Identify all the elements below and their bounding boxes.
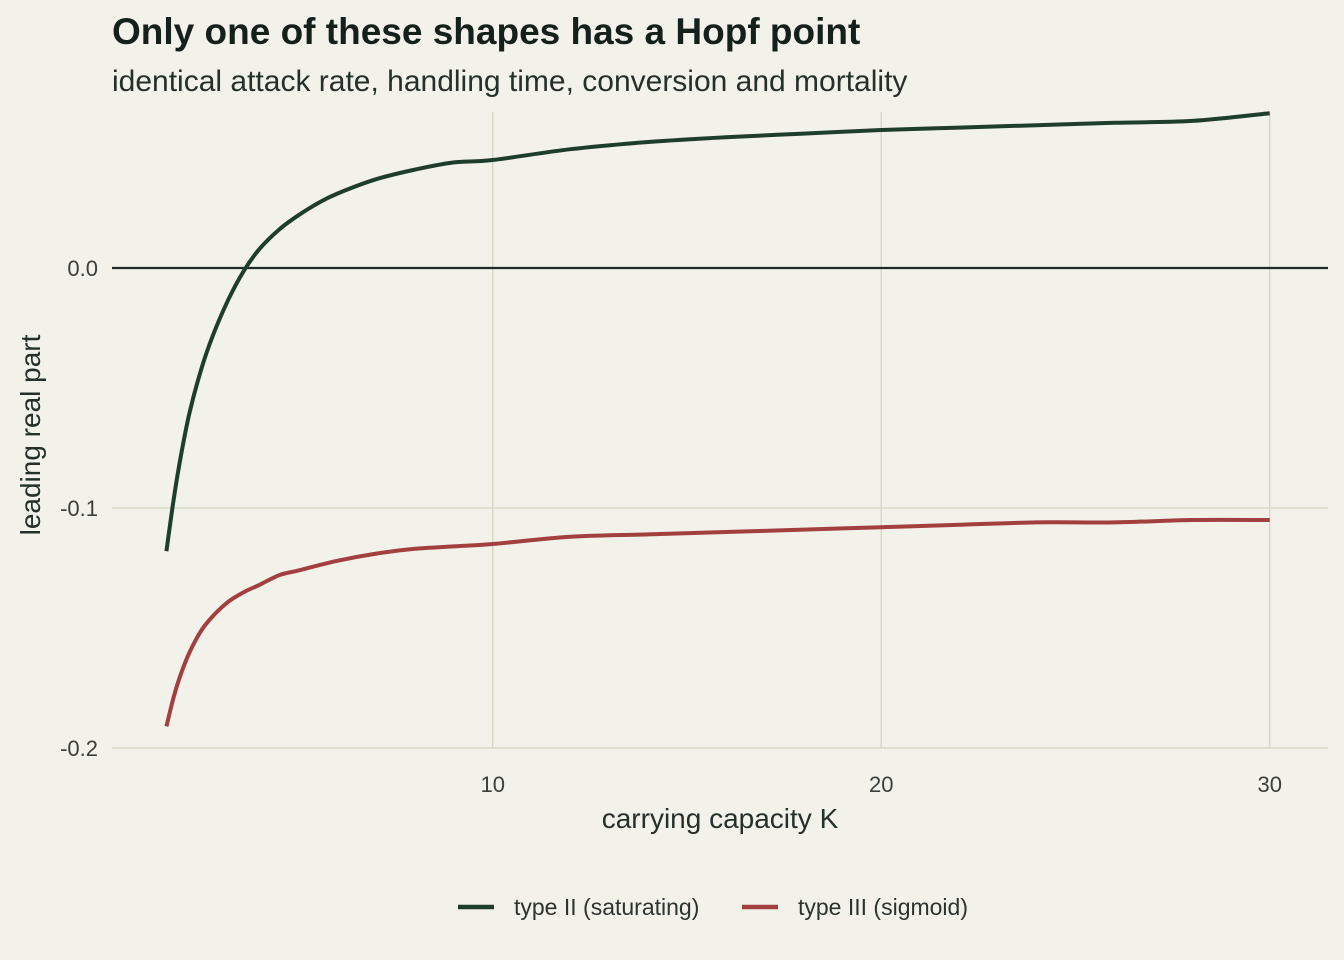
chart-subtitle: identical attack rate, handling time, co… — [112, 65, 907, 98]
y-tick-label: -0.2 — [60, 736, 98, 761]
legend-label: type II (saturating) — [514, 894, 699, 920]
series-lines — [164, 111, 1270, 727]
legend-label: type III (sigmoid) — [798, 894, 968, 920]
series-line-type-ii — [164, 111, 1270, 552]
y-tick-label: 0.0 — [67, 256, 98, 281]
legend: type II (saturating) type III (sigmoid) — [458, 894, 968, 920]
x-axis-title: carrying capacity K — [602, 803, 839, 834]
x-tick-label: 30 — [1257, 772, 1281, 797]
series-line-type-iii — [164, 517, 1270, 727]
tick-labels: 10 20 30 -0.2 -0.1 0.0 — [60, 256, 1282, 797]
grid-lines — [112, 112, 1328, 749]
chart-title: Only one of these shapes has a Hopf poin… — [112, 11, 860, 52]
x-tick-label: 20 — [869, 772, 893, 797]
y-tick-label: -0.1 — [60, 496, 98, 521]
y-axis-title: leading real part — [15, 334, 46, 535]
x-tick-label: 10 — [480, 772, 504, 797]
